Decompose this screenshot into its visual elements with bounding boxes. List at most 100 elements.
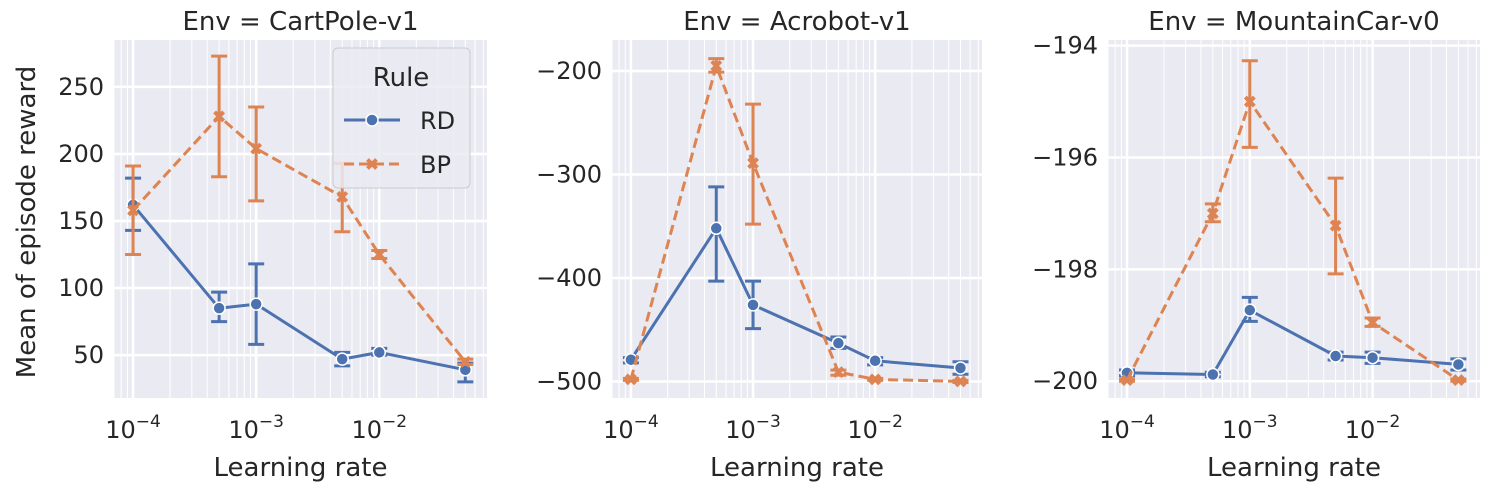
data-point — [625, 373, 637, 386]
x-tick-label: 10−3 — [228, 412, 284, 444]
marker-stroke — [954, 375, 967, 388]
data-point — [709, 221, 724, 236]
marker-stroke — [459, 355, 472, 368]
legend: Rule RD BP — [332, 47, 471, 189]
panel-title: Env = CartPole-v1 — [182, 7, 418, 37]
panel-3: Env = MountainCar-v0 −200 −198 −196 −194 10−4… — [1032, 7, 1480, 483]
data-point — [953, 361, 968, 375]
legend-item-rd: RD — [344, 107, 455, 135]
y-tick-label: 250 — [58, 73, 104, 101]
data-point — [336, 190, 349, 203]
data-point — [1206, 207, 1219, 220]
y-tick-label: 100 — [58, 274, 104, 302]
data-point — [1121, 374, 1133, 387]
series-line-bp — [131, 114, 467, 363]
y-tick-label: 200 — [58, 140, 104, 168]
x-tick-label: 10−4 — [1099, 412, 1155, 444]
legend-label: BP — [420, 151, 451, 179]
x-tick-label: 10−2 — [847, 412, 903, 444]
x-axis-label: Learning rate — [214, 453, 388, 483]
x-axis-label: Learning rate — [1207, 453, 1381, 483]
gridlines — [1107, 40, 1480, 398]
x-axis-label: Learning rate — [710, 453, 884, 483]
x-tick-label: 10−3 — [1222, 412, 1278, 444]
marker-stroke — [1452, 374, 1465, 387]
legend-item-bp: BP — [344, 151, 451, 179]
series-bp — [622, 57, 969, 388]
data-point — [1328, 349, 1343, 363]
data-point — [868, 354, 882, 368]
y-axis-label: Mean of episode reward — [12, 66, 42, 378]
marker-stroke — [1243, 95, 1256, 108]
y-tick-label: −200 — [1032, 367, 1098, 395]
panel-title: Env = Acrobot-v1 — [683, 7, 910, 37]
legend-title: Rule — [373, 63, 430, 93]
data-point — [869, 373, 882, 386]
data-point — [1206, 367, 1220, 382]
data-point — [746, 298, 760, 312]
x-tick-label: 10−4 — [603, 412, 659, 444]
data-point — [1243, 95, 1256, 108]
marker-stroke — [1329, 219, 1342, 232]
data-point — [127, 204, 139, 217]
data-point — [1243, 303, 1257, 317]
y-tick-label: −196 — [1032, 143, 1098, 171]
data-point — [212, 301, 226, 315]
data-point — [954, 375, 967, 388]
panel-title: Env = MountainCar-v0 — [1148, 7, 1439, 37]
x-tick-label: 10−2 — [351, 412, 407, 444]
marker-stroke — [710, 59, 723, 72]
y-tick-label: −194 — [1032, 32, 1098, 60]
data-point — [1451, 357, 1466, 372]
data-point — [1365, 350, 1380, 365]
marker-stroke — [869, 373, 882, 386]
marker-stroke — [373, 248, 386, 261]
y-tick-label: −400 — [536, 264, 602, 292]
data-point — [831, 336, 846, 350]
legend-label: RD — [420, 107, 455, 135]
series-line-bp — [1125, 100, 1460, 382]
marker-stroke — [832, 366, 845, 379]
data-point — [372, 345, 387, 360]
panel-2: Env = Acrobot-v1 −500 −400 −300 −200 10−4 10−3… — [536, 7, 982, 483]
y-tick-label: −198 — [1032, 255, 1098, 283]
x-tick-label: 10−3 — [725, 412, 781, 444]
marker-stroke — [127, 204, 139, 217]
marker-stroke — [625, 373, 637, 386]
plot-background — [1108, 40, 1480, 398]
data-point — [213, 110, 226, 123]
data-point — [832, 366, 845, 379]
data-point — [250, 142, 263, 155]
series-line-rd — [1126, 308, 1459, 376]
error-bar — [248, 105, 265, 203]
marker-stroke — [1366, 316, 1379, 329]
marker-stroke — [213, 110, 226, 123]
data-point — [1329, 219, 1342, 232]
y-tick-label: −300 — [536, 161, 602, 189]
data-point — [1366, 316, 1379, 329]
data-point — [249, 297, 263, 311]
y-tick-label: 150 — [58, 207, 104, 235]
marker-stroke — [747, 157, 759, 170]
marker-stroke — [1206, 207, 1219, 220]
series-bp — [125, 54, 474, 368]
y-tick-label: −200 — [536, 57, 602, 85]
data-point — [747, 157, 759, 170]
marker-stroke — [1121, 374, 1133, 387]
legend-marker — [366, 158, 378, 170]
series-line-bp — [629, 64, 961, 383]
x-tick-label: 10−2 — [1345, 412, 1401, 444]
data-point — [459, 355, 472, 368]
y-tick-label: 50 — [73, 341, 104, 369]
x-tick-label: 10−4 — [105, 412, 161, 444]
data-point — [373, 248, 386, 261]
series-rd — [1119, 295, 1467, 382]
data-point — [710, 59, 723, 72]
series-line-rd — [629, 226, 961, 370]
marker-stroke — [336, 190, 349, 203]
legend-box — [332, 47, 471, 189]
series-bp — [1119, 59, 1467, 387]
data-point — [1452, 374, 1465, 387]
marker-stroke — [250, 142, 263, 155]
